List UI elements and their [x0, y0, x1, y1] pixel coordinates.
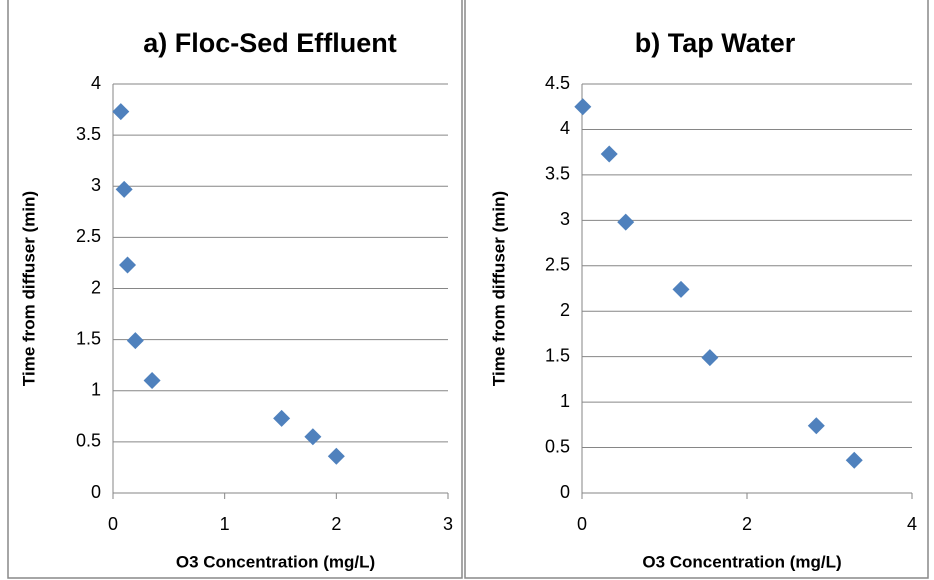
x-axis-label: O3 Concentration (mg/L) — [176, 552, 375, 571]
y-tick-label: 1 — [560, 391, 570, 411]
panel-border — [7, 0, 463, 579]
scatter-point — [115, 180, 133, 198]
x-tick-label: 4 — [907, 514, 917, 534]
chart-title: a) Floc-Sed Effluent — [143, 28, 397, 58]
x-axis-label: O3 Concentration (mg/L) — [642, 552, 841, 571]
scatter-point — [701, 349, 719, 367]
y-tick-label: 1.5 — [76, 328, 101, 348]
y-tick-label: 3.5 — [76, 124, 101, 144]
x-tick-label: 1 — [220, 514, 230, 534]
y-tick-label: 3 — [560, 209, 570, 229]
scatter-point — [273, 409, 291, 427]
y-tick-label: 0 — [560, 482, 570, 502]
scatter-point — [672, 280, 690, 298]
y-tick-label: 2 — [91, 277, 101, 297]
y-tick-label: 3.5 — [545, 164, 570, 184]
x-tick-label: 0 — [577, 514, 587, 534]
y-tick-label: 1.5 — [545, 345, 570, 365]
y-tick-label: 0 — [91, 482, 101, 502]
scatter-point — [143, 372, 161, 390]
y-tick-label: 4.5 — [545, 73, 570, 93]
x-tick-label: 3 — [443, 514, 453, 534]
scatter-point — [807, 417, 825, 435]
scatter-point — [600, 145, 618, 163]
chart-title: b) Tap Water — [635, 28, 796, 58]
x-tick-label: 2 — [331, 514, 341, 534]
scatter-point — [126, 332, 144, 350]
y-axis-label: Time from diffuser (min) — [19, 191, 38, 386]
scatter-point — [112, 103, 130, 121]
x-tick-label: 0 — [108, 514, 118, 534]
y-tick-label: 2.5 — [545, 255, 570, 275]
scatter-point — [304, 428, 322, 446]
scatter-point — [119, 256, 137, 274]
y-tick-label: 2.5 — [76, 226, 101, 246]
y-tick-label: 4 — [91, 73, 101, 93]
y-tick-label: 0.5 — [545, 436, 570, 456]
y-tick-label: 2 — [560, 300, 570, 320]
y-tick-label: 3 — [91, 175, 101, 195]
y-tick-label: 1 — [91, 380, 101, 400]
x-tick-label: 2 — [742, 514, 752, 534]
scatter-point — [845, 451, 863, 469]
scatter-point — [327, 447, 345, 465]
scatter-point — [617, 213, 635, 231]
y-tick-label: 0.5 — [76, 431, 101, 451]
panel-border — [464, 0, 929, 579]
scatter-point — [574, 98, 592, 116]
y-axis-label: Time from diffuser (min) — [489, 191, 508, 386]
y-tick-label: 4 — [560, 118, 570, 138]
